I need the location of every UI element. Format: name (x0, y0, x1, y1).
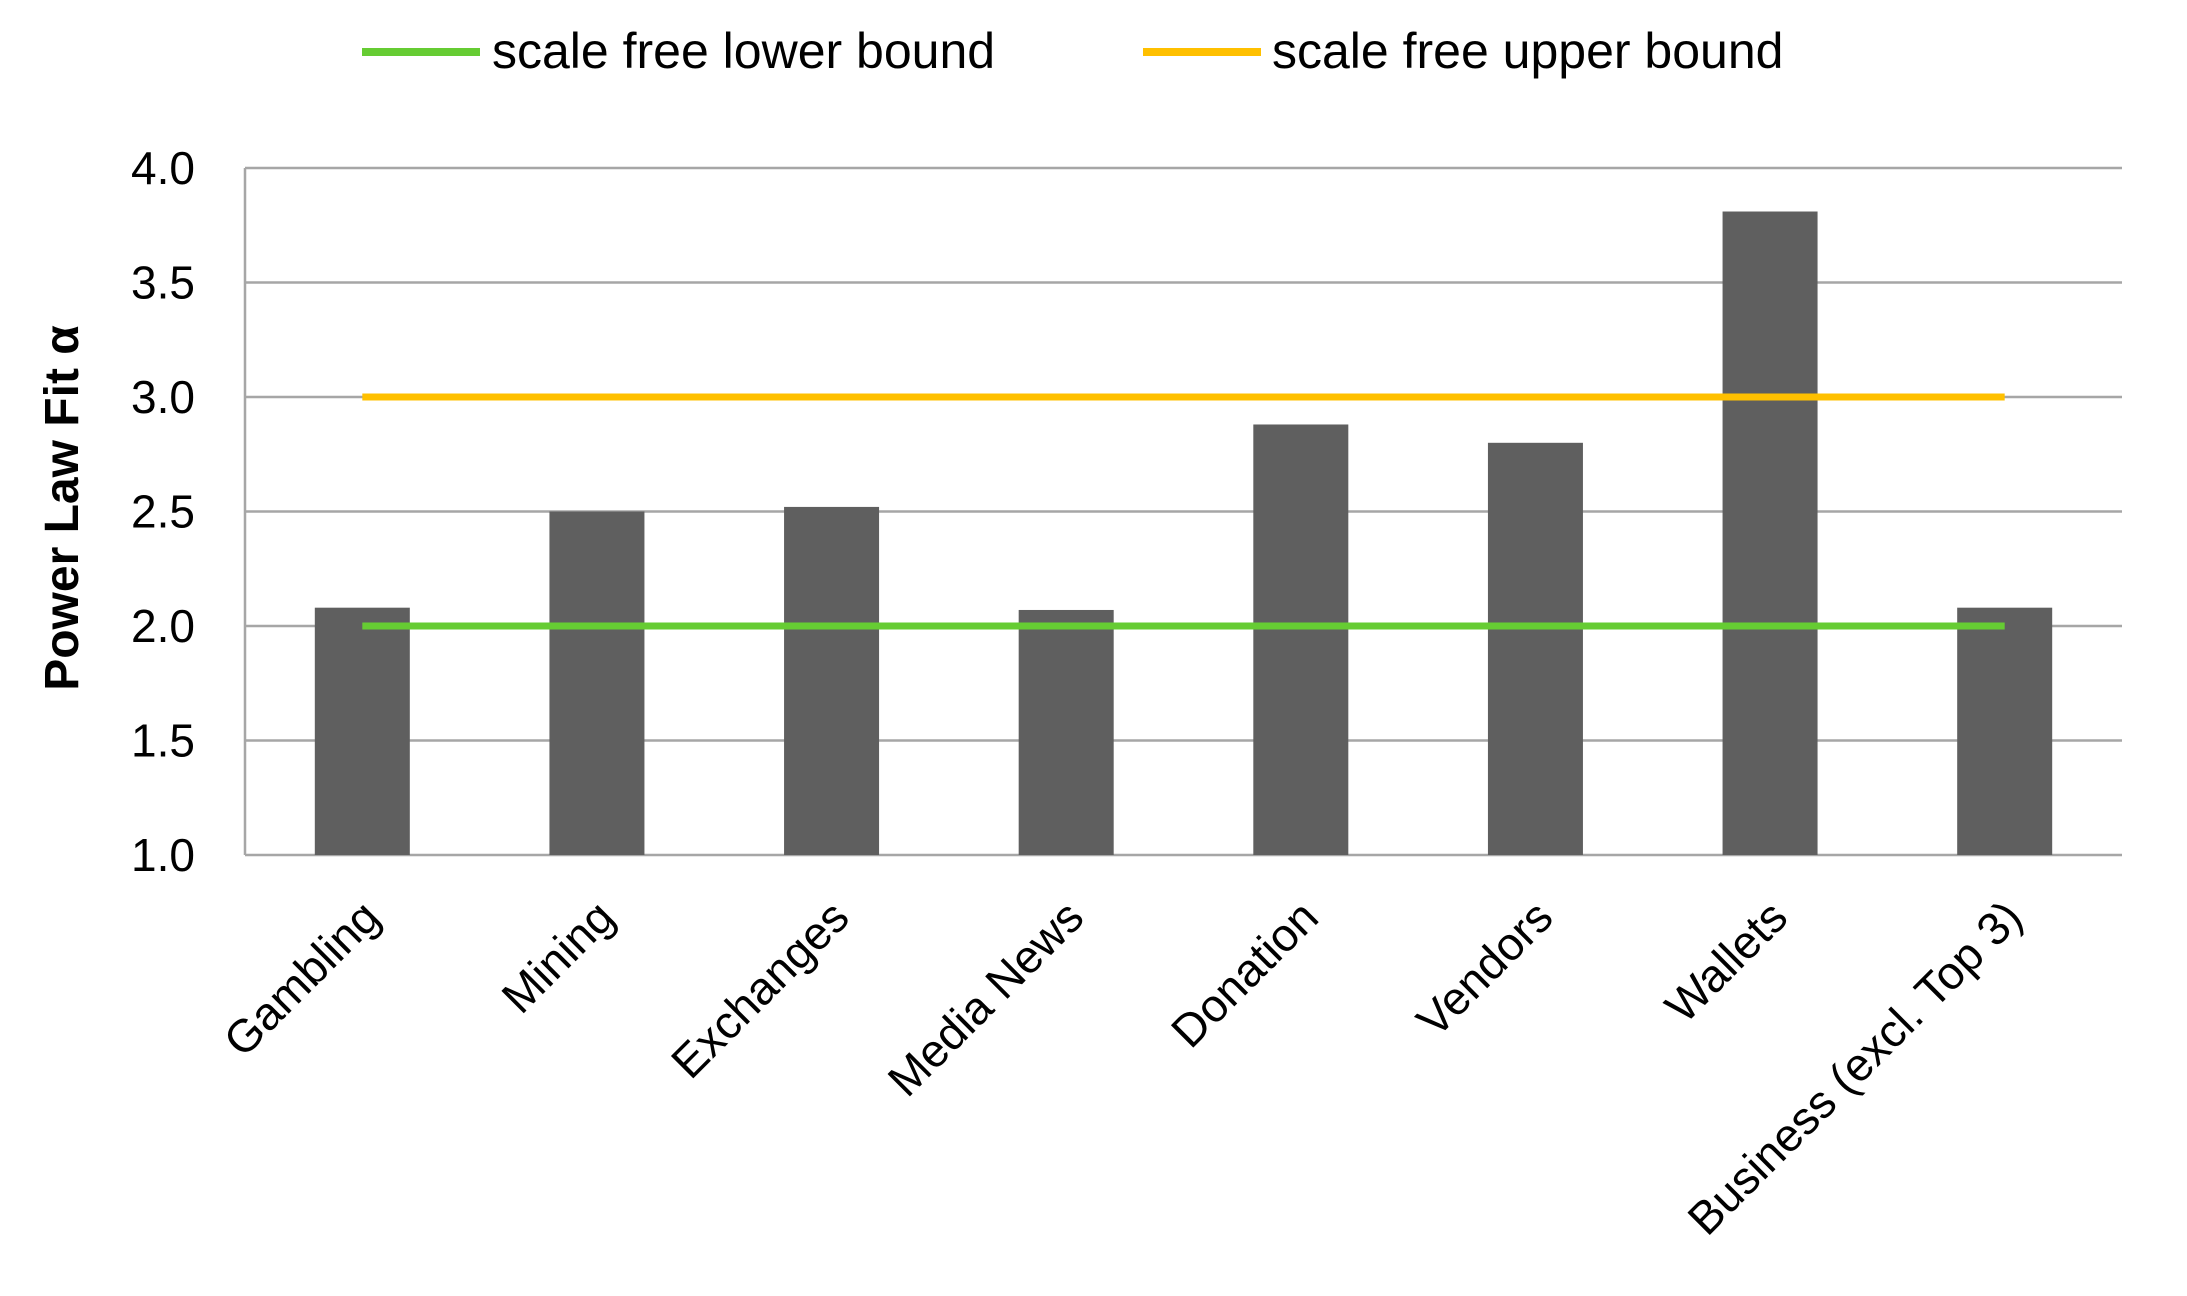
x-tick-label: Vendors (1406, 890, 1562, 1046)
x-tick-label: Donation (1161, 890, 1328, 1057)
legend-label: scale free upper bound (1272, 23, 1783, 79)
bar (784, 506, 880, 855)
y-tick-label: 2.0 (131, 600, 195, 652)
y-tick-label: 1.0 (131, 829, 195, 881)
y-tick-label: 3.5 (131, 257, 195, 309)
x-tick-label: Media News (878, 890, 1094, 1106)
bar (1487, 442, 1583, 855)
bar (1957, 607, 2053, 855)
x-tick-label: Mining (491, 890, 624, 1023)
x-tick-label: Gambling (213, 890, 389, 1066)
y-tick-label: 3.0 (131, 371, 195, 423)
reference-lines (362, 393, 2005, 630)
bars (314, 211, 2053, 855)
y-axis-ticks: 1.0 1.5 2.0 2.5 3.0 3.5 4.0 (131, 142, 195, 881)
y-axis-title: Power Law Fit α (36, 325, 89, 691)
y-tick-label: 4.0 (131, 142, 195, 194)
legend: scale free lower bound scale free upper b… (362, 23, 1783, 79)
bar (1722, 211, 1818, 855)
bar (1018, 609, 1114, 855)
y-tick-label: 2.5 (131, 486, 195, 538)
bar (1253, 424, 1349, 855)
x-axis-labels: Gambling Mining Exchanges Media News Donatio… (213, 890, 2031, 1244)
gridlines (243, 166, 2122, 857)
x-tick-label: Exchanges (661, 890, 859, 1088)
y-tick-label: 1.5 (131, 715, 195, 767)
legend-label: scale free lower bound (492, 23, 995, 79)
x-tick-label: Wallets (1655, 890, 1797, 1032)
bar (549, 511, 645, 855)
bar (314, 607, 410, 855)
